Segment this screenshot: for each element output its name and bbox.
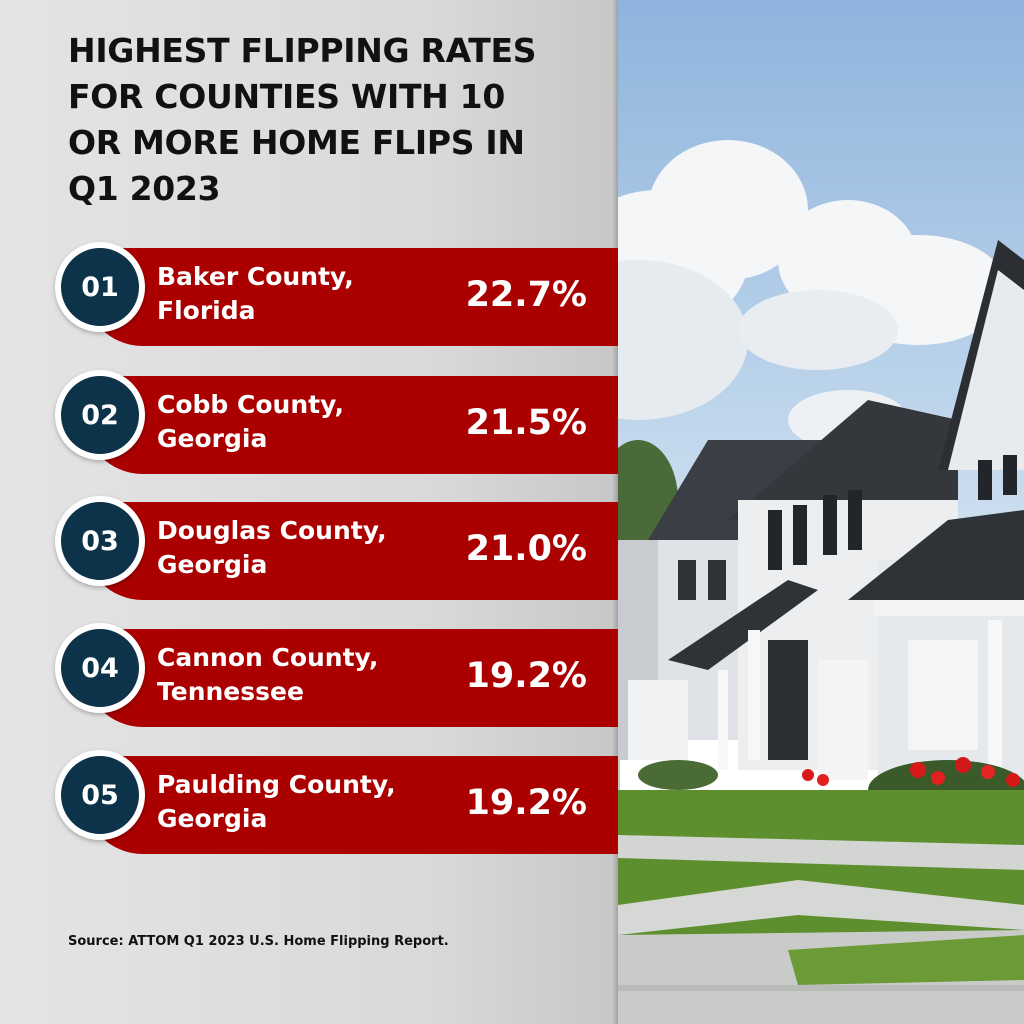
ranking-bar — [83, 376, 618, 474]
houses-photo — [618, 0, 1024, 1024]
flip-rate-label: 21.5% — [465, 403, 587, 443]
rank-badge: 05 — [55, 750, 145, 840]
rank-badge: 04 — [55, 623, 145, 713]
title-line: OR MORE HOME FLIPS IN — [68, 123, 525, 162]
state-line: Georgia — [157, 804, 268, 833]
house-near — [848, 240, 1024, 780]
sidewalk — [618, 835, 1024, 870]
county-name: Cobb County, Georgia — [157, 388, 457, 456]
county-name: Douglas County, Georgia — [157, 514, 457, 582]
flip-rate-label: 22.7% — [465, 275, 587, 315]
state-line: Georgia — [157, 424, 268, 453]
ranking-bar — [83, 502, 618, 600]
lawn-strip — [788, 935, 1024, 985]
chart-title: HIGHEST FLIPPING RATES FOR COUNTIES WITH… — [68, 28, 588, 212]
sidewalk — [618, 880, 1024, 935]
curb — [618, 985, 1024, 991]
cloud-shapes — [618, 140, 1008, 450]
rank-badge: 02 — [55, 370, 145, 460]
ranking-row: 04 Cannon County, Tennessee 19.2% — [55, 623, 618, 727]
county-line: Baker County, — [157, 262, 354, 291]
ranking-row: 02 Cobb County, Georgia 21.5% — [55, 370, 618, 474]
rank-badge: 01 — [55, 242, 145, 332]
county-line: Cobb County, — [157, 390, 344, 419]
county-name: Baker County, Florida — [157, 260, 457, 328]
flip-rate-label: 19.2% — [465, 783, 587, 823]
state-line: Tennessee — [157, 677, 304, 706]
ranking-row: 05 Paulding County, Georgia 19.2% — [55, 750, 618, 854]
county-line: Cannon County, — [157, 643, 379, 672]
flip-rate-label: 21.0% — [465, 529, 587, 569]
ranking-row: 03 Douglas County, Georgia 21.0% — [55, 496, 618, 600]
county-name: Paulding County, Georgia — [157, 768, 457, 836]
title-line: FOR COUNTIES WITH 10 — [68, 77, 505, 116]
source-note: Source: ATTOM Q1 2023 U.S. Home Flipping… — [68, 934, 449, 949]
ranking-row: 01 Baker County, Florida 22.7% — [55, 242, 618, 346]
title-line: HIGHEST FLIPPING RATES — [68, 31, 537, 70]
state-line: Florida — [157, 296, 256, 325]
ranking-bar — [83, 248, 618, 346]
county-line: Paulding County, — [157, 770, 396, 799]
ranking-bar — [83, 756, 618, 854]
county-line: Douglas County, — [157, 516, 387, 545]
state-line: Georgia — [157, 550, 268, 579]
rank-badge: 03 — [55, 496, 145, 586]
county-name: Cannon County, Tennessee — [157, 641, 457, 709]
title-line: Q1 2023 — [68, 169, 221, 208]
flip-rate-label: 19.2% — [465, 656, 587, 696]
ranking-bar — [83, 629, 618, 727]
